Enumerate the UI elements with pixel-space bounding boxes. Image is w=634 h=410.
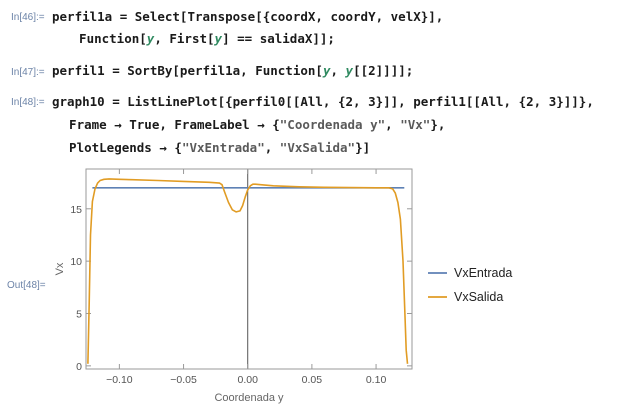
- code-string: "Vx": [400, 117, 431, 132]
- code-token: , First[: [154, 31, 215, 46]
- code-token: ,: [264, 140, 280, 155]
- input-cell-48-line-1[interactable]: graph10 = ListLinePlot[{perfil0[[All, {2…: [52, 94, 594, 109]
- code-token: Frame → True, FrameLabel → {: [54, 117, 280, 132]
- code-variable: y: [322, 63, 331, 78]
- series-line-vxsalida: [87, 178, 409, 364]
- input-cell-48-line-3[interactable]: PlotLegends → {"VxEntrada", "VxSalida"}]: [54, 140, 370, 155]
- x-tick-label: −0.05: [170, 374, 197, 386]
- input-cell-48-line-2[interactable]: Frame → True, FrameLabel → {"Coordenada …: [54, 117, 445, 132]
- code-token: perfil1a = Select[Transpose[{coordX, coo…: [52, 9, 444, 24]
- input-cell-46-line-1[interactable]: perfil1a = Select[Transpose[{coordX, coo…: [52, 9, 443, 24]
- input-cell-47-line-1[interactable]: perfil1 = SortBy[perfil1a, Function[y, y…: [52, 63, 413, 78]
- code-token: },: [430, 117, 446, 132]
- input-cell-46-line-2[interactable]: Function[y, First[y] == salidaX]];: [64, 31, 335, 46]
- code-token: }]: [355, 140, 371, 155]
- cell-label-in47: In[47]:=: [11, 67, 45, 78]
- cell-label-out48: Out[48]=: [7, 280, 46, 291]
- code-token: ,: [385, 117, 401, 132]
- x-axis-label: Coordenada y: [214, 392, 284, 404]
- plot-frame: [85, 168, 413, 370]
- y-tick-label: 15: [70, 204, 82, 216]
- code-variable: y: [345, 63, 354, 78]
- code-token: [[2]]]];: [353, 63, 414, 78]
- x-tick-label: 0.10: [366, 374, 387, 386]
- code-token: Function[: [64, 31, 147, 46]
- y-axis-label: Vx: [54, 262, 66, 275]
- y-tick-label: 10: [70, 256, 82, 268]
- y-tick-label: 0: [76, 361, 82, 373]
- legend-entry-vxentrada: VxEntrada: [454, 266, 512, 280]
- legend-entry-vxsalida: VxSalida: [454, 290, 503, 304]
- code-string: "Coordenada y": [279, 117, 386, 132]
- code-token: perfil1 = SortBy[perfil1a, Function[: [52, 63, 323, 78]
- x-tick-label: 0.00: [237, 374, 258, 386]
- cell-label-in48: In[48]:=: [11, 97, 45, 108]
- code-token: ,: [330, 63, 346, 78]
- code-token: ] == salidaX]];: [222, 31, 335, 46]
- code-variable: y: [214, 31, 223, 46]
- code-variable: y: [146, 31, 155, 46]
- cell-label-in46: In[46]:=: [11, 12, 45, 23]
- code-token: PlotLegends → {: [54, 140, 182, 155]
- code-token: graph10 = ListLinePlot[{perfil0[[All, {2…: [52, 94, 594, 109]
- y-tick-label: 5: [76, 309, 82, 321]
- code-string: "VxEntrada": [181, 140, 265, 155]
- x-tick-label: −0.10: [106, 374, 133, 386]
- x-tick-label: 0.05: [302, 374, 323, 386]
- code-string: "VxSalida": [279, 140, 356, 155]
